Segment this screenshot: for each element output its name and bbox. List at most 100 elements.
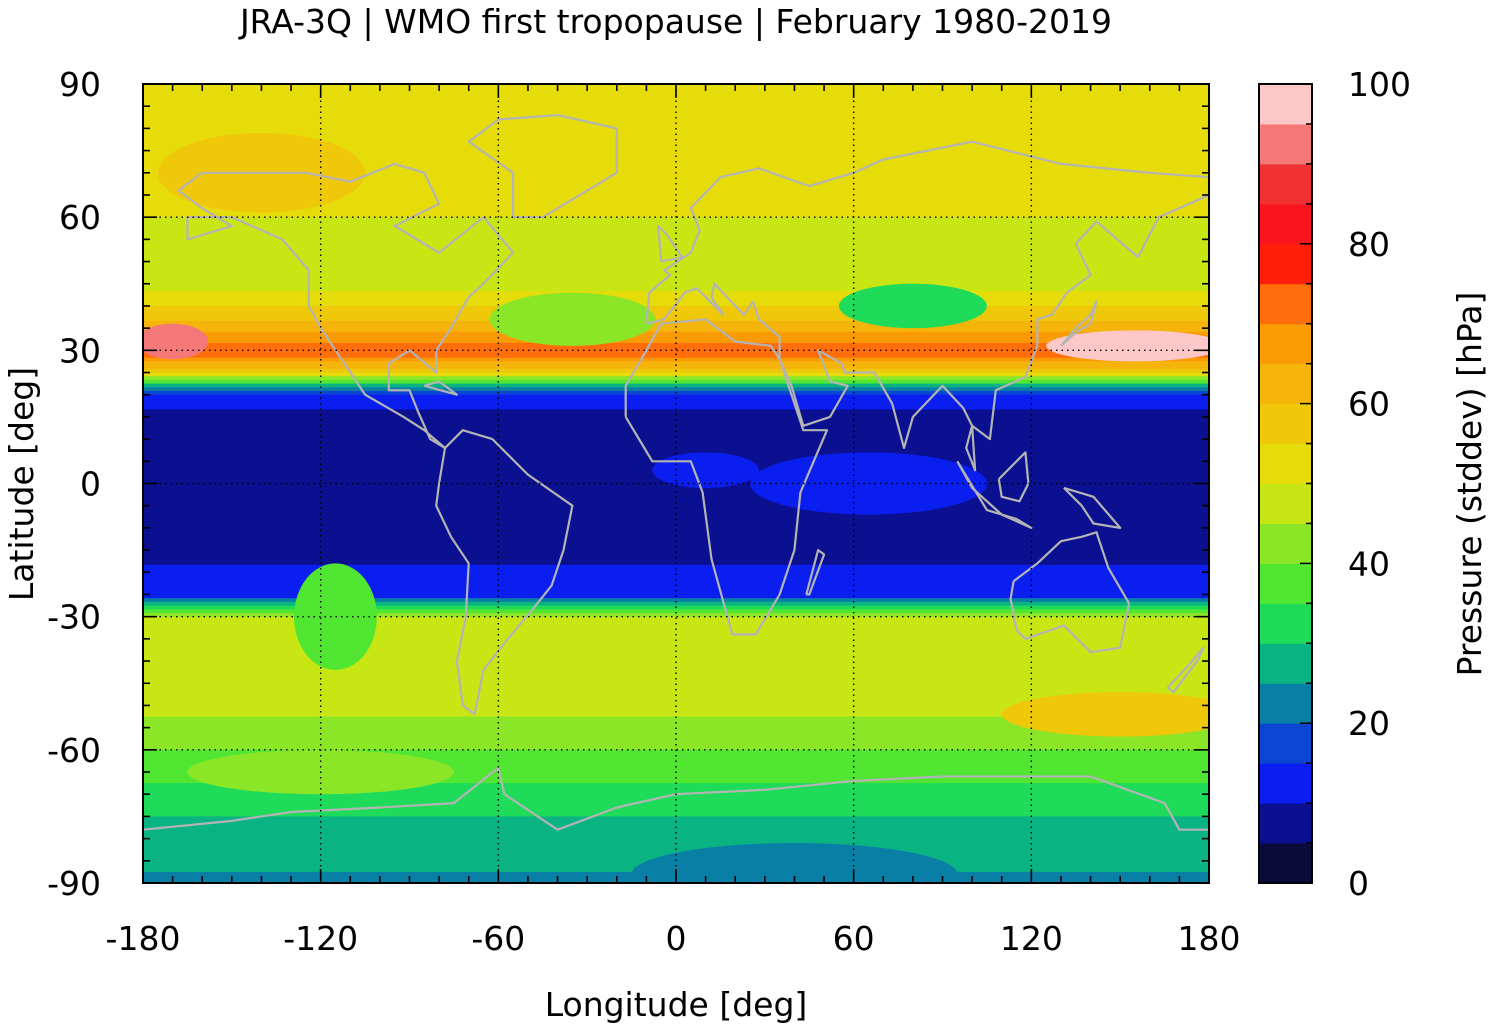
colorbar-swatch	[1259, 323, 1312, 365]
field-band	[143, 217, 1209, 229]
colorbar-tick-label: 60	[1348, 385, 1390, 424]
y-tick-labels: 90 60 30 0 -30 -60 -90	[47, 65, 101, 903]
x-tick-label: -180	[106, 919, 181, 958]
colorbar-swatch	[1259, 363, 1312, 405]
field-band	[143, 431, 1209, 440]
field-band	[143, 361, 1209, 366]
field-band	[143, 638, 1209, 651]
field-band	[143, 342, 1209, 348]
x-tick-label: -60	[471, 919, 525, 958]
chart-title: JRA-3Q | WMO first tropopause | February…	[238, 2, 1112, 41]
field-feature-antarctic	[631, 843, 958, 883]
field-feature-pacific-jet-max	[1046, 330, 1209, 362]
y-tick-label: -60	[47, 731, 101, 770]
colorbar-tick-labels: 0 20 40 60 80 100	[1348, 65, 1411, 903]
colorbar-frame	[1258, 83, 1313, 884]
field-band	[143, 612, 1209, 618]
field-band	[143, 424, 1209, 433]
x-tick-labels: -180 -120 -60 0 60 120 180	[106, 919, 1241, 958]
tick-marks	[142, 83, 1210, 884]
field-features	[143, 119, 1209, 883]
field-band	[143, 350, 1209, 355]
field-band	[143, 579, 1209, 588]
y-tick-label: 90	[59, 65, 101, 104]
coastline-4	[1009, 531, 1131, 654]
colorbar-swatch	[1259, 243, 1312, 285]
coastline-12	[805, 549, 826, 596]
field-band	[143, 505, 1209, 518]
field-band	[143, 627, 1209, 640]
field-band	[143, 649, 1209, 662]
colorbar-swatch	[1259, 403, 1312, 445]
coastline-7	[657, 224, 683, 263]
y-tick-label: 0	[80, 465, 101, 504]
plot-area	[143, 84, 1209, 883]
x-tick-label: -120	[283, 919, 358, 958]
field-band	[143, 383, 1209, 388]
coastline-0	[177, 162, 515, 450]
field-band	[143, 387, 1209, 392]
colorbar-tick-label: 40	[1348, 544, 1390, 583]
field-band	[143, 313, 1209, 322]
y-tick-label: -30	[47, 598, 101, 637]
coastline-2	[624, 318, 829, 636]
field-band	[143, 372, 1209, 377]
colorbar-swatch	[1259, 643, 1312, 684]
field-band	[143, 261, 1209, 274]
field-feature-africa	[652, 452, 759, 488]
colorbar-swatch	[1259, 443, 1312, 484]
coastline-9	[956, 460, 1033, 529]
coastline-11	[1063, 486, 1122, 529]
colorbar-swatch	[1259, 683, 1312, 724]
coastline-13	[1166, 646, 1205, 694]
colorbar	[1259, 83, 1312, 884]
field-band	[143, 557, 1209, 566]
colorbar-tick-label: 0	[1348, 864, 1369, 903]
colorbar-tick-label: 80	[1348, 225, 1390, 264]
colorbar-swatch	[1259, 603, 1312, 644]
y-tick-label: -90	[47, 864, 101, 903]
coastline-8	[1060, 300, 1098, 347]
field-band	[143, 402, 1209, 411]
colorbar-swatch	[1259, 563, 1312, 604]
field-band	[143, 228, 1209, 240]
field-band	[143, 365, 1209, 370]
field-band	[143, 609, 1209, 614]
field-feature-south-pacific	[294, 563, 377, 670]
field-band	[143, 328, 1209, 333]
field-band	[143, 376, 1209, 381]
field-feature-atlantic	[489, 292, 656, 346]
colorbar-swatch	[1259, 203, 1312, 245]
coastline-10	[997, 451, 1030, 503]
colorbar-swatch	[1259, 283, 1312, 325]
field-band	[143, 439, 1209, 448]
colorbar-label: Pressure (stddev) [hPa]	[1450, 292, 1489, 677]
colorbar-swatch	[1259, 483, 1312, 524]
field-band	[143, 331, 1209, 337]
field-feature-arctic	[578, 119, 745, 182]
x-tick-label: 180	[1178, 919, 1241, 958]
y-tick-label: 30	[59, 331, 101, 370]
colorbar-swatch	[1259, 723, 1312, 764]
y-tick-label: 60	[59, 198, 101, 237]
field-band	[143, 527, 1209, 540]
colorbar-tick-label: 100	[1348, 65, 1411, 104]
field-band	[143, 250, 1209, 263]
field-band	[143, 516, 1209, 529]
field-band	[143, 320, 1209, 329]
field-band	[143, 550, 1209, 559]
field-band	[143, 538, 1209, 551]
colorbar-swatch	[1259, 763, 1312, 804]
field-band	[143, 601, 1209, 607]
field-band	[143, 616, 1209, 629]
field-band	[143, 598, 1209, 603]
field-band	[143, 661, 1209, 673]
field-feature-tasman	[1001, 692, 1209, 737]
x-tick-label: 120	[1000, 919, 1063, 958]
field-band	[143, 572, 1209, 581]
y-axis-label: Latitude [deg]	[2, 367, 41, 601]
x-axis-label: Longitude [deg]	[545, 985, 808, 1024]
x-tick-label: 0	[666, 919, 687, 958]
coastline-3	[645, 140, 1209, 472]
